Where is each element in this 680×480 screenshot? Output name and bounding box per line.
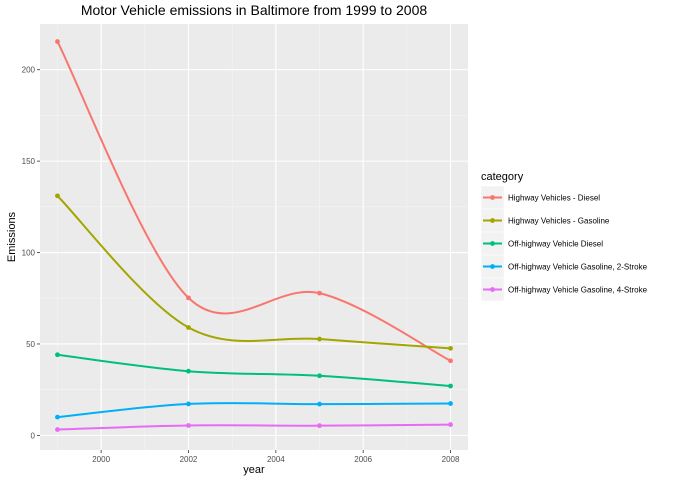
chart-title: Motor Vehicle emissions in Baltimore fro… bbox=[81, 2, 427, 18]
series-line bbox=[56, 194, 452, 350]
y-tick-label: 50 bbox=[26, 340, 35, 349]
data-point bbox=[448, 358, 453, 364]
y-tick-label: 200 bbox=[22, 66, 36, 75]
data-point bbox=[448, 422, 453, 427]
x-tick-labels: 2000 2002 2004 2006 2008 bbox=[92, 455, 460, 464]
legend-key-point bbox=[490, 264, 495, 269]
x-tick-label: 2002 bbox=[180, 455, 198, 464]
data-point bbox=[317, 336, 322, 342]
data-point bbox=[55, 427, 60, 432]
data-point bbox=[186, 295, 191, 301]
series-layer bbox=[55, 39, 453, 432]
series-4 bbox=[55, 401, 453, 420]
data-point bbox=[317, 401, 322, 407]
data-point bbox=[55, 352, 60, 358]
series-line bbox=[56, 353, 452, 388]
series-line bbox=[56, 402, 452, 419]
legend-key-point bbox=[490, 218, 495, 223]
data-point bbox=[448, 345, 453, 351]
legend-label: Highway Vehicles - Diesel bbox=[508, 194, 600, 203]
y-tick-label: 100 bbox=[22, 249, 36, 258]
x-tick-label: 2008 bbox=[442, 455, 460, 464]
x-tick-label: 2004 bbox=[267, 455, 285, 464]
legend-item: Off-highway Vehicle Diesel bbox=[480, 231, 603, 256]
axis-ticks bbox=[37, 69, 451, 453]
legend: category Highway Vehicles - Diesel Highwa… bbox=[480, 171, 648, 302]
data-point bbox=[186, 368, 191, 374]
y-tick-labels: 0 50 100 150 200 bbox=[22, 66, 36, 441]
data-point bbox=[186, 401, 191, 407]
legend-key-point bbox=[490, 287, 495, 292]
data-point bbox=[317, 290, 322, 296]
plot-panel bbox=[40, 24, 468, 450]
data-point bbox=[317, 373, 322, 379]
legend-item: Off-highway Vehicle Gasoline, 4-Stroke bbox=[480, 277, 648, 302]
legend-label: Off-highway Vehicle Gasoline, 4-Stroke bbox=[508, 286, 648, 295]
series-line bbox=[56, 40, 452, 362]
y-axis-title: Emissions bbox=[6, 211, 18, 262]
x-tick-label: 2000 bbox=[92, 455, 110, 464]
data-point bbox=[186, 423, 191, 428]
y-tick-label: 0 bbox=[31, 431, 36, 440]
series-2 bbox=[55, 193, 453, 351]
data-point bbox=[317, 423, 322, 429]
x-tick-label: 2006 bbox=[354, 455, 372, 464]
series-line bbox=[56, 423, 452, 431]
data-point bbox=[55, 193, 60, 199]
legend-key-point bbox=[490, 195, 495, 200]
legend-key-point bbox=[490, 241, 495, 246]
y-tick-label: 150 bbox=[22, 157, 36, 166]
data-point bbox=[448, 401, 453, 406]
legend-label: Off-highway Vehicle Diesel bbox=[508, 240, 603, 249]
legend-title: category bbox=[481, 171, 524, 183]
legend-item: Off-highway Vehicle Gasoline, 2-Stroke bbox=[480, 254, 648, 279]
data-point bbox=[55, 39, 60, 44]
series-3 bbox=[55, 352, 453, 389]
minor-gridlines bbox=[40, 24, 468, 450]
legend-item: Highway Vehicles - Diesel bbox=[480, 185, 600, 210]
x-axis-title: year bbox=[243, 464, 265, 476]
legend-item: Highway Vehicles - Gasoline bbox=[480, 208, 610, 233]
data-point bbox=[55, 414, 60, 420]
legend-label: Off-highway Vehicle Gasoline, 2-Stroke bbox=[508, 263, 648, 272]
series-5 bbox=[55, 422, 453, 432]
data-point bbox=[448, 383, 453, 389]
data-point bbox=[186, 325, 191, 330]
legend-label: Highway Vehicles - Gasoline bbox=[508, 217, 610, 226]
series-1 bbox=[55, 39, 453, 364]
